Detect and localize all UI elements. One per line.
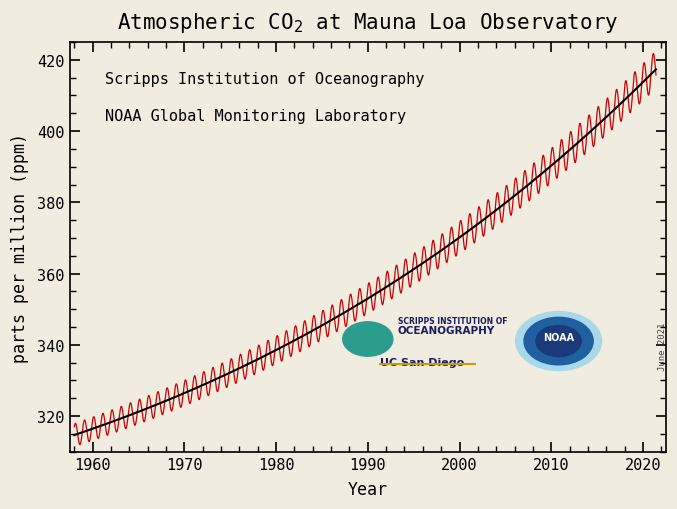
Text: OCEANOGRAPHY: OCEANOGRAPHY <box>397 325 495 335</box>
Text: Scripps Institution of Oceanography: Scripps Institution of Oceanography <box>106 72 425 87</box>
Text: SCRIPPS INSTITUTION OF: SCRIPPS INSTITUTION OF <box>397 316 507 325</box>
Circle shape <box>536 326 582 357</box>
Title: Atmospheric CO$_2$ at Mauna Loa Observatory: Atmospheric CO$_2$ at Mauna Loa Observat… <box>117 11 619 35</box>
Circle shape <box>516 312 601 371</box>
Circle shape <box>343 322 393 356</box>
Text: June 2021: June 2021 <box>657 322 667 370</box>
Text: UC San Diego: UC San Diego <box>380 358 464 367</box>
X-axis label: Year: Year <box>348 480 388 498</box>
Circle shape <box>524 318 593 365</box>
Text: NOAA: NOAA <box>543 332 574 343</box>
Text: NOAA Global Monitoring Laboratory: NOAA Global Monitoring Laboratory <box>106 108 407 123</box>
Y-axis label: parts per million (ppm): parts per million (ppm) <box>11 132 29 362</box>
